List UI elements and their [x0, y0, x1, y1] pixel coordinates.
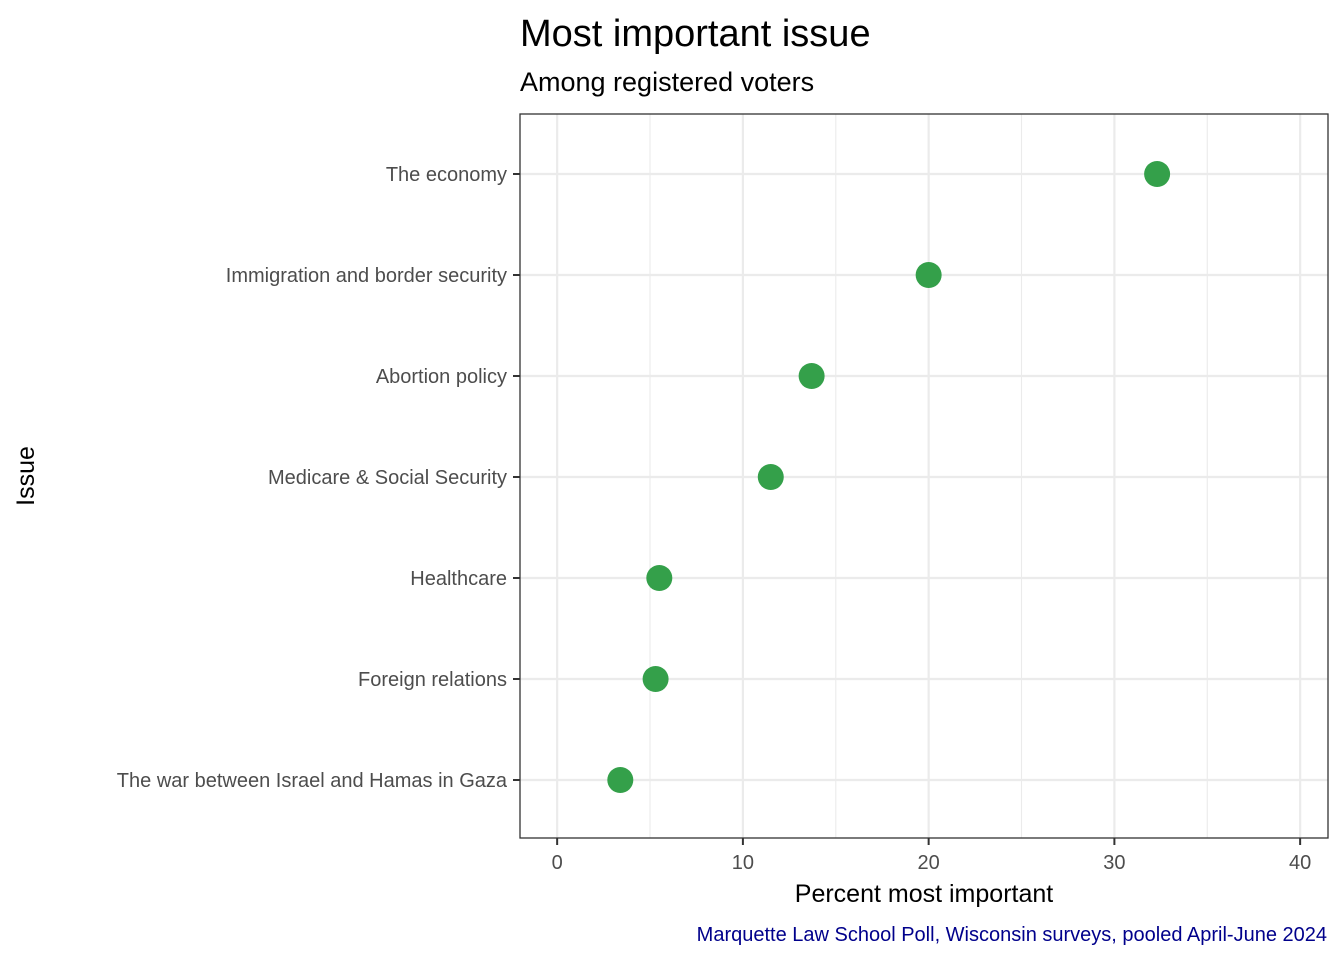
data-point [607, 767, 634, 793]
data-point [757, 464, 784, 490]
x-tick-label: 40 [1289, 852, 1311, 874]
x-axis-title: Percent most important [795, 880, 1053, 908]
chart-caption: Marquette Law School Poll, Wisconsin sur… [697, 924, 1327, 946]
gridlines [520, 114, 1328, 838]
x-tick-label: 10 [732, 852, 754, 874]
x-axis: 0 10 20 30 40 [552, 838, 1311, 874]
y-tick-label: Foreign relations [358, 669, 507, 691]
y-axis: The economy Immigration and border securi… [117, 164, 520, 792]
data-point [1144, 161, 1171, 187]
data-points [607, 161, 1171, 793]
y-tick-label: The war between Israel and Hamas in Gaza [117, 770, 508, 792]
chart-title: Most important issue [520, 13, 871, 55]
y-tick-label: Medicare & Social Security [268, 467, 507, 489]
x-tick-label: 20 [918, 852, 940, 874]
data-point [642, 666, 669, 692]
x-tick-label: 30 [1103, 852, 1125, 874]
y-tick-label: Healthcare [410, 568, 507, 590]
y-tick-label: Immigration and border security [226, 265, 507, 287]
y-tick-label: Abortion policy [376, 366, 507, 388]
x-tick-label: 0 [552, 852, 563, 874]
y-tick-label: The economy [386, 164, 507, 186]
data-point [646, 565, 673, 591]
data-point [798, 363, 825, 389]
data-point [915, 262, 942, 288]
y-axis-title: Issue [12, 446, 40, 506]
chart-subtitle: Among registered voters [520, 67, 814, 97]
